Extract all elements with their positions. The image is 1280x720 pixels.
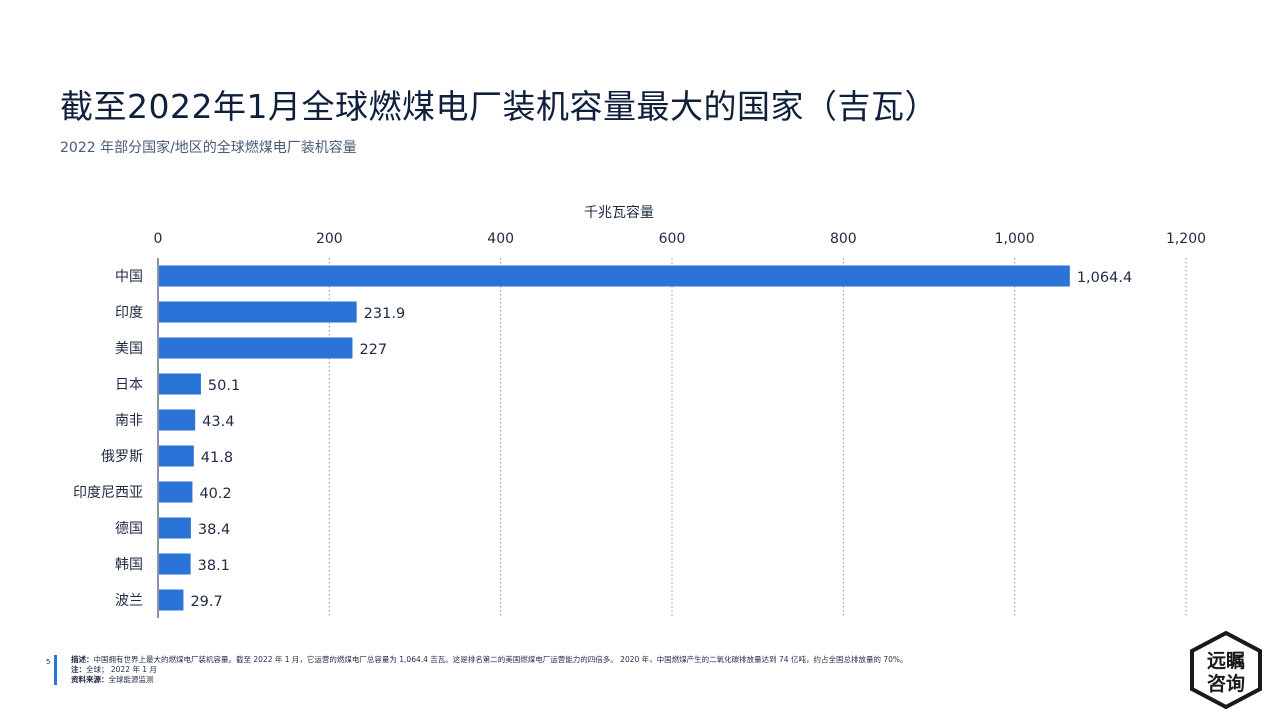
category-label: 印度尼西亚: [73, 485, 143, 501]
tick-label: 800: [830, 231, 857, 247]
tick-label: 1,000: [995, 231, 1035, 247]
category-label: 美国: [115, 341, 143, 357]
page-number: 5: [46, 658, 51, 666]
source-text: 全球能源监测: [108, 675, 154, 684]
category-label: 韩国: [115, 557, 143, 573]
bar: [159, 265, 1070, 287]
category-label: 南非: [115, 413, 143, 429]
axis-title: 千兆瓦容量: [584, 204, 654, 221]
bar: [159, 373, 201, 395]
footer-description: 描述：中国拥有世界上最大的燃煤电厂装机容量。截至 2022 年 1 月，它运营的…: [71, 655, 1171, 665]
logo-line-2: 咨询: [1207, 672, 1245, 695]
logo-line-1: 远瞩: [1207, 650, 1245, 672]
footer-note: 注：全球； 2022 年 1 月: [71, 665, 1171, 675]
data-label: 231.9: [364, 306, 406, 322]
page-subtitle: 2022 年部分国家/地区的全球燃煤电厂装机容量: [60, 140, 357, 156]
data-label: 41.8: [201, 450, 233, 466]
bar: [159, 301, 357, 323]
tick-label: 600: [659, 231, 686, 247]
note-text: 全球； 2022 年 1 月: [86, 665, 157, 674]
bar: [159, 409, 196, 431]
bar: [159, 553, 191, 575]
bar: [159, 481, 193, 503]
footer-notes: 描述：中国拥有世界上最大的燃煤电厂装机容量。截至 2022 年 1 月，它运营的…: [54, 655, 1171, 685]
bar: [159, 337, 353, 359]
description-label: 描述：: [71, 655, 94, 664]
data-label: 38.4: [198, 522, 230, 538]
category-label: 日本: [115, 377, 143, 393]
bar: [159, 517, 191, 539]
data-label: 43.4: [202, 414, 234, 430]
bar: [159, 445, 194, 467]
bar: [159, 589, 184, 611]
category-label: 德国: [115, 521, 143, 537]
category-label: 印度: [115, 305, 143, 321]
page-title: 截至2022年1月全球燃煤电厂装机容量最大的国家（吉瓦）: [60, 87, 938, 126]
company-logo: 远瞩 咨询: [1190, 630, 1262, 710]
data-label: 227: [359, 342, 387, 358]
data-label: 50.1: [208, 378, 240, 394]
tick-label: 0: [154, 231, 163, 247]
data-label: 29.7: [190, 594, 222, 610]
tick-label: 1,200: [1166, 231, 1206, 247]
tick-label: 200: [316, 231, 343, 247]
data-label: 1,064.4: [1077, 270, 1132, 286]
source-label: 资料来源：: [71, 675, 109, 684]
category-label: 俄罗斯: [101, 449, 143, 465]
description-text: 中国拥有世界上最大的燃煤电厂装机容量。截至 2022 年 1 月，它运营的燃煤电…: [93, 655, 908, 664]
footer-source: 资料来源：全球能源监测: [71, 675, 1171, 685]
data-label: 40.2: [199, 486, 231, 502]
category-label: 中国: [115, 269, 143, 285]
category-label: 波兰: [115, 593, 143, 609]
note-label: 注：: [71, 665, 86, 674]
data-label: 38.1: [198, 558, 230, 574]
tick-label: 400: [487, 231, 514, 247]
